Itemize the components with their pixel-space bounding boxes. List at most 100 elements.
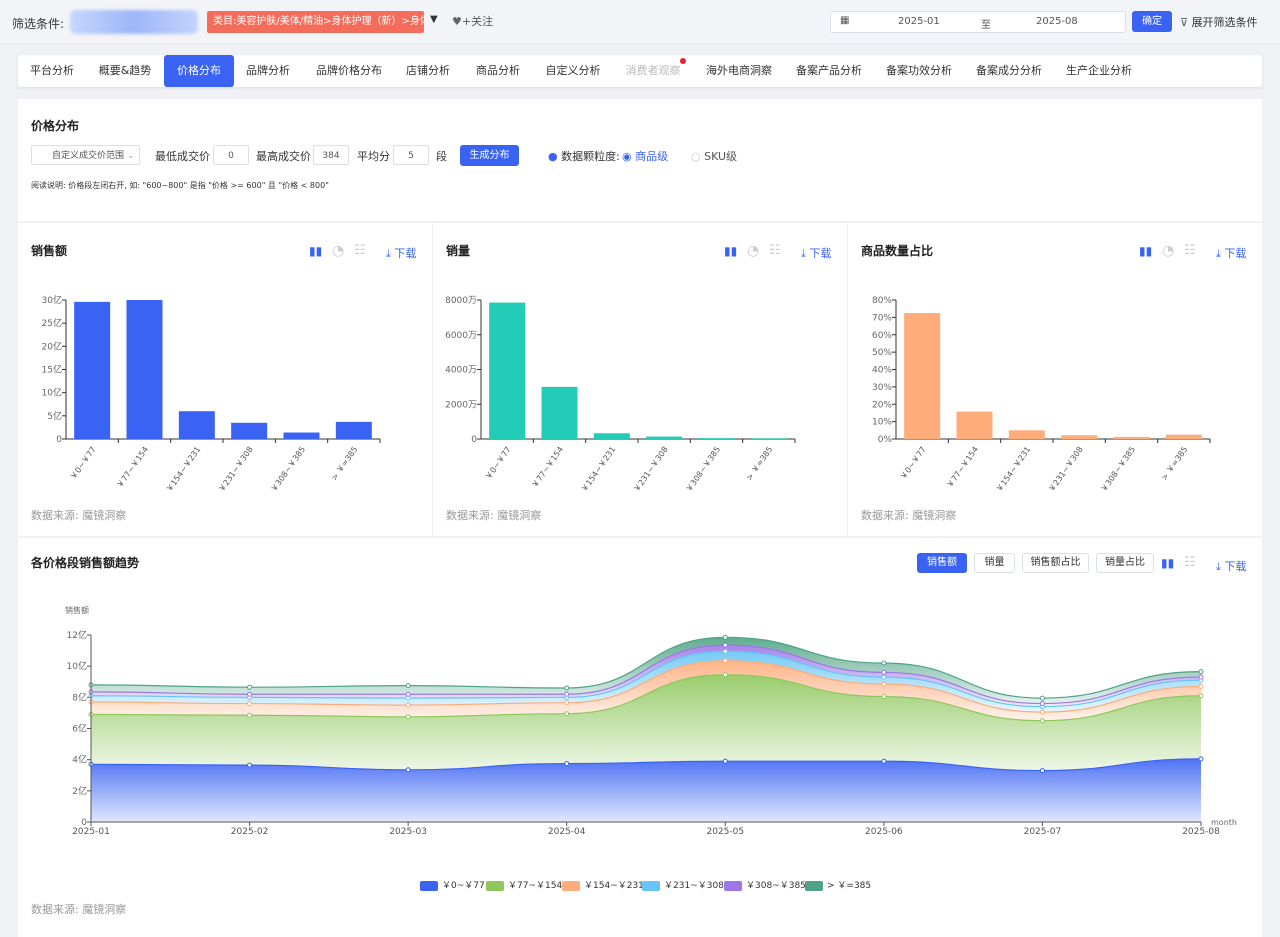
series-line[interactable] <box>90 636 1202 699</box>
tab-filing-efficacy[interactable]: 备案功效分析 <box>886 64 952 77</box>
table-icon[interactable]: ☷ <box>1184 555 1196 570</box>
download-button[interactable]: ⤓ 下载 <box>801 247 832 260</box>
data-point[interactable] <box>722 642 728 648</box>
category-tag[interactable]: 类目:美容护肤/美体/精油>身体护理（新）>身体乳/霜 <box>207 11 424 33</box>
data-point[interactable] <box>564 761 570 767</box>
confirm-button[interactable]: 确定 <box>1132 11 1172 32</box>
range-select[interactable]: 自定义成交价范围 ⌄ <box>31 145 140 165</box>
bar[interactable] <box>904 313 941 439</box>
table-icon[interactable]: ☷ <box>769 243 781 258</box>
bar[interactable] <box>1061 435 1098 439</box>
tab-filing-product[interactable]: 备案产品分析 <box>796 64 862 77</box>
series-area[interactable] <box>91 758 1201 822</box>
bar[interactable] <box>231 422 268 439</box>
data-point[interactable] <box>1039 709 1045 715</box>
data-point[interactable] <box>247 691 253 697</box>
data-point[interactable] <box>722 658 728 664</box>
legend-item[interactable]: ￥0~￥77 <box>420 878 485 891</box>
generate-button[interactable]: 生成分布 <box>460 145 519 166</box>
tab-brand[interactable]: 品牌分析 <box>246 64 290 77</box>
radio-sku[interactable]: ○ SKU级 <box>691 150 738 163</box>
pie-chart-icon[interactable]: ◔ <box>1162 243 1175 259</box>
metric-sales-share-button[interactable]: 销售额占比 <box>1022 553 1089 573</box>
data-point[interactable] <box>247 762 253 768</box>
series-area[interactable] <box>91 674 1201 771</box>
date-from[interactable]: 2025-01 <box>898 16 940 27</box>
data-point[interactable] <box>564 711 570 717</box>
data-point[interactable] <box>405 714 411 720</box>
date-range-picker[interactable]: ▦ 2025-01 至 2025-08 <box>830 11 1126 33</box>
follow-button[interactable]: ♥+关注 <box>452 15 494 28</box>
data-point[interactable] <box>1039 768 1045 774</box>
legend-item[interactable]: ￥308~￥385 <box>724 878 806 891</box>
data-point[interactable] <box>881 694 887 700</box>
tab-shop[interactable]: 店铺分析 <box>406 64 450 77</box>
max-price-input[interactable]: 384 <box>313 145 349 165</box>
data-point[interactable] <box>1039 718 1045 724</box>
tab-consumer[interactable]: 消费者观察 <box>625 64 681 77</box>
legend-item[interactable]: ￥77~￥154 <box>486 878 562 891</box>
bar[interactable] <box>1008 430 1045 439</box>
data-point[interactable] <box>1198 693 1204 699</box>
tab-product[interactable]: 商品分析 <box>476 64 520 77</box>
data-point[interactable] <box>564 685 570 691</box>
data-point[interactable] <box>564 700 570 706</box>
bar[interactable] <box>489 302 526 439</box>
data-point[interactable] <box>881 758 887 764</box>
data-point[interactable] <box>1039 701 1045 707</box>
series-line[interactable] <box>90 674 1202 722</box>
data-point[interactable] <box>722 672 728 678</box>
download-button[interactable]: ⤓ 下载 <box>386 247 417 260</box>
tab-platform[interactable]: 平台分析 <box>30 64 74 77</box>
radio-product[interactable]: ◉ 商品级 <box>622 150 669 163</box>
series-line[interactable] <box>90 644 1202 705</box>
data-point[interactable] <box>1198 756 1204 762</box>
legend-item[interactable]: ￥154~￥231 <box>562 878 644 891</box>
data-point[interactable] <box>722 758 728 764</box>
min-price-input[interactable]: 0 <box>213 145 249 165</box>
bar[interactable] <box>646 436 683 439</box>
data-point[interactable] <box>247 684 253 690</box>
data-point[interactable] <box>247 701 253 707</box>
data-point[interactable] <box>405 702 411 708</box>
series-line[interactable] <box>90 660 1202 713</box>
data-point[interactable] <box>1198 669 1204 675</box>
bar[interactable] <box>335 421 372 439</box>
tab-overseas[interactable]: 海外电商洞察 <box>706 64 772 77</box>
metric-volume-share-button[interactable]: 销量占比 <box>1096 553 1154 573</box>
series-line[interactable] <box>90 758 1202 772</box>
data-point[interactable] <box>405 767 411 773</box>
pie-chart-icon[interactable]: ◔ <box>332 243 345 259</box>
bar[interactable] <box>126 300 163 439</box>
table-icon[interactable]: ☷ <box>1184 243 1196 258</box>
tab-overview[interactable]: 概要&趋势 <box>98 64 152 77</box>
bar[interactable] <box>698 438 735 439</box>
data-point[interactable] <box>881 681 887 687</box>
data-point[interactable] <box>405 691 411 697</box>
expand-filter-button[interactable]: ⊽ 展开筛选条件 <box>1180 16 1258 29</box>
download-button[interactable]: ⤓ 下载 <box>1216 560 1247 573</box>
tab-filing-ingredient[interactable]: 备案成分分析 <box>976 64 1042 77</box>
data-point[interactable] <box>405 683 411 689</box>
bar[interactable] <box>178 411 215 439</box>
metric-volume-button[interactable]: 销量 <box>974 553 1015 573</box>
download-button[interactable]: ⤓ 下载 <box>1216 247 1247 260</box>
bar[interactable] <box>74 301 111 439</box>
legend-item[interactable]: ￥231~￥308 <box>642 878 724 891</box>
data-point[interactable] <box>881 674 887 680</box>
bar-chart-icon[interactable]: ▮▮ <box>1161 556 1175 570</box>
bar[interactable] <box>1113 436 1150 439</box>
data-point[interactable] <box>247 712 253 718</box>
tab-price-distribution[interactable]: 价格分布 <box>164 55 234 87</box>
bar[interactable] <box>956 411 993 439</box>
tab-custom[interactable]: 自定义分析 <box>545 64 601 77</box>
data-point[interactable] <box>1198 674 1204 680</box>
data-point[interactable] <box>722 648 728 654</box>
bar[interactable] <box>283 432 320 439</box>
bar-chart-icon[interactable]: ▮▮ <box>724 244 738 258</box>
data-point[interactable] <box>1198 683 1204 689</box>
bar-chart-icon[interactable]: ▮▮ <box>1139 244 1153 258</box>
bar[interactable] <box>593 433 630 439</box>
table-icon[interactable]: ☷ <box>354 243 366 258</box>
tab-manufacturer[interactable]: 生产企业分析 <box>1066 64 1132 77</box>
